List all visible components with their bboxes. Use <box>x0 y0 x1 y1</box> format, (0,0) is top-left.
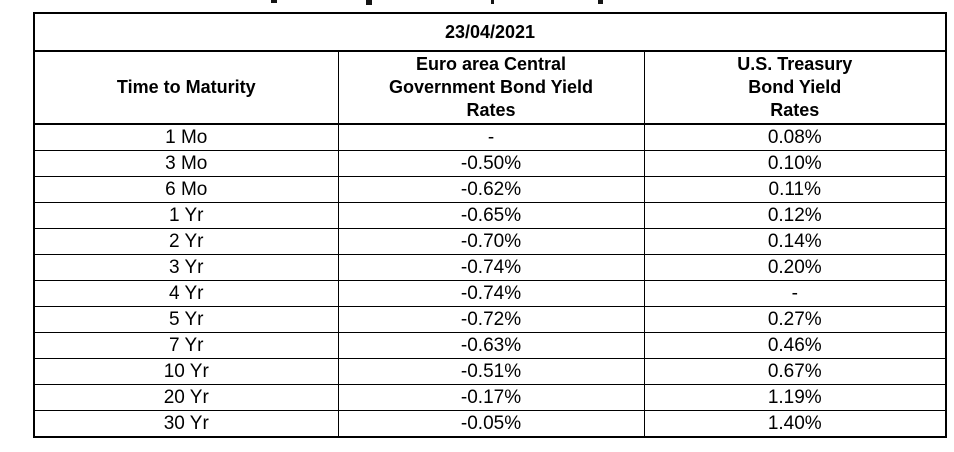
cell-euro-yield: -0.05% <box>337 410 645 438</box>
cell-us-yield: 0.12% <box>643 202 947 229</box>
date-header-row: 23/04/2021 <box>33 12 947 52</box>
table-row: 7 Yr -0.63% 0.46% <box>33 332 947 359</box>
table-row: 1 Yr -0.65% 0.12% <box>33 202 947 229</box>
cell-maturity: 10 Yr <box>33 358 339 385</box>
cell-us-yield: 1.19% <box>643 384 947 411</box>
cropped-title-fragment <box>491 0 494 4</box>
bond-yield-table: 23/04/2021 Time to Maturity Euro area Ce… <box>33 12 948 438</box>
cell-euro-yield: -0.50% <box>337 150 645 177</box>
cell-maturity: 1 Mo <box>33 123 339 151</box>
cell-us-yield: 0.11% <box>643 176 947 203</box>
table-row: 2 Yr -0.70% 0.14% <box>33 228 947 255</box>
column-header-line: Rates <box>466 100 516 120</box>
cell-euro-yield: -0.51% <box>337 358 645 385</box>
table-row: 3 Mo -0.50% 0.10% <box>33 150 947 177</box>
cell-us-yield: 0.08% <box>643 123 947 151</box>
cell-maturity: 2 Yr <box>33 228 339 255</box>
cell-euro-yield: -0.63% <box>337 332 645 359</box>
cell-maturity: 20 Yr <box>33 384 339 411</box>
column-header-line: Time to Maturity <box>116 77 256 97</box>
cell-us-yield: 0.27% <box>643 306 947 333</box>
cell-us-yield: 0.10% <box>643 150 947 177</box>
cell-us-yield: 1.40% <box>643 410 947 438</box>
cell-euro-yield: -0.17% <box>337 384 645 411</box>
cell-euro-yield: - <box>337 123 645 151</box>
table-row: 4 Yr -0.74% - <box>33 280 947 307</box>
table-row: 6 Mo -0.62% 0.11% <box>33 176 947 203</box>
cell-euro-yield: -0.65% <box>337 202 645 229</box>
cell-euro-yield: -0.72% <box>337 306 645 333</box>
cell-maturity: 3 Yr <box>33 254 339 281</box>
cropped-title-fragment <box>598 0 603 4</box>
cell-us-yield: 0.46% <box>643 332 947 359</box>
cell-maturity: 7 Yr <box>33 332 339 359</box>
cropped-title-fragment <box>366 0 372 5</box>
cropped-title-fragment <box>271 0 277 3</box>
cell-euro-yield: -0.74% <box>337 280 645 307</box>
column-header-line: Euro area Central <box>415 54 567 74</box>
column-header-line: Rates <box>770 100 820 120</box>
cell-maturity: 5 Yr <box>33 306 339 333</box>
column-header-row: Time to Maturity Euro area Central Gover… <box>33 50 947 125</box>
date-header-cell: 23/04/2021 <box>33 12 947 52</box>
cell-maturity: 6 Mo <box>33 176 339 203</box>
column-header-euro-yield: Euro area Central Government Bond Yield … <box>337 50 645 125</box>
table-row: 1 Mo - 0.08% <box>33 123 947 151</box>
cell-us-yield: 0.20% <box>643 254 947 281</box>
column-header-maturity: Time to Maturity <box>33 50 339 125</box>
cell-us-yield: 0.14% <box>643 228 947 255</box>
table-row: 20 Yr -0.17% 1.19% <box>33 384 947 411</box>
table-row: 10 Yr -0.51% 0.67% <box>33 358 947 385</box>
cell-euro-yield: -0.70% <box>337 228 645 255</box>
table-row: 3 Yr -0.74% 0.20% <box>33 254 947 281</box>
cell-maturity: 30 Yr <box>33 410 339 438</box>
column-header-line: U.S. Treasury <box>737 54 853 74</box>
column-header-line: Bond Yield <box>748 77 842 97</box>
cell-maturity: 1 Yr <box>33 202 339 229</box>
column-header-us-yield: U.S. Treasury Bond Yield Rates <box>643 50 947 125</box>
cell-maturity: 3 Mo <box>33 150 339 177</box>
cell-us-yield: - <box>643 280 947 307</box>
table-row: 30 Yr -0.05% 1.40% <box>33 410 947 438</box>
cell-euro-yield: -0.62% <box>337 176 645 203</box>
cell-us-yield: 0.67% <box>643 358 947 385</box>
cell-maturity: 4 Yr <box>33 280 339 307</box>
table-row: 5 Yr -0.72% 0.27% <box>33 306 947 333</box>
cell-euro-yield: -0.74% <box>337 254 645 281</box>
column-header-line: Government Bond Yield <box>388 77 594 97</box>
